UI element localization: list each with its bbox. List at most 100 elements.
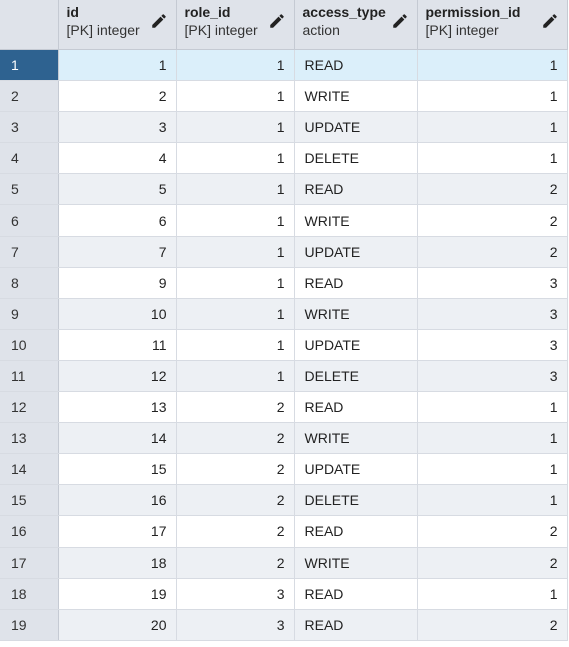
pencil-edit-icon[interactable] [150, 12, 168, 30]
table-row[interactable]: 13 14 2 WRITE 1 [0, 422, 568, 455]
cell-id[interactable]: 11 [58, 329, 177, 361]
cell-permission-id[interactable]: 1 [417, 111, 568, 144]
pencil-edit-icon[interactable] [268, 12, 286, 30]
cell-access-type[interactable]: WRITE [294, 204, 418, 237]
cell-permission-id[interactable]: 1 [417, 80, 568, 113]
row-number[interactable]: 1 [0, 49, 59, 82]
table-row[interactable]: 15 16 2 DELETE 1 [0, 484, 568, 517]
cell-access-type[interactable]: DELETE [294, 142, 418, 175]
cell-role-id[interactable]: 1 [176, 111, 295, 144]
cell-role-id[interactable]: 2 [176, 391, 295, 424]
row-number[interactable]: 3 [0, 111, 59, 144]
cell-role-id[interactable]: 1 [176, 173, 295, 206]
cell-permission-id[interactable]: 2 [417, 515, 568, 548]
row-number[interactable]: 17 [0, 547, 59, 579]
cell-permission-id[interactable]: 3 [417, 360, 568, 393]
cell-permission-id[interactable]: 1 [417, 391, 568, 424]
cell-permission-id[interactable]: 2 [417, 609, 568, 642]
cell-access-type[interactable]: READ [294, 515, 418, 548]
cell-id[interactable]: 9 [58, 267, 177, 299]
table-row[interactable]: 12 13 2 READ 1 [0, 391, 568, 424]
cell-role-id[interactable]: 1 [176, 298, 295, 330]
cell-access-type[interactable]: UPDATE [294, 453, 418, 486]
table-row[interactable]: 17 18 2 WRITE 2 [0, 547, 568, 579]
row-number[interactable]: 6 [0, 204, 59, 237]
cell-access-type[interactable]: WRITE [294, 80, 418, 113]
cell-id[interactable]: 7 [58, 236, 177, 268]
table-row[interactable]: 5 5 1 READ 2 [0, 173, 568, 206]
row-number[interactable]: 18 [0, 578, 59, 610]
cell-id[interactable]: 5 [58, 173, 177, 206]
table-row[interactable]: 14 15 2 UPDATE 1 [0, 453, 568, 486]
cell-permission-id[interactable]: 1 [417, 142, 568, 175]
table-row[interactable]: 6 6 1 WRITE 2 [0, 204, 568, 237]
row-number[interactable]: 15 [0, 484, 59, 517]
table-row[interactable]: 3 3 1 UPDATE 1 [0, 111, 568, 144]
cell-permission-id[interactable]: 2 [417, 547, 568, 579]
cell-role-id[interactable]: 1 [176, 329, 295, 361]
row-number[interactable]: 14 [0, 453, 59, 486]
cell-role-id[interactable]: 1 [176, 204, 295, 237]
cell-permission-id[interactable]: 1 [417, 578, 568, 610]
cell-permission-id[interactable]: 3 [417, 329, 568, 361]
cell-id[interactable]: 16 [58, 484, 177, 517]
cell-access-type[interactable]: READ [294, 578, 418, 610]
cell-role-id[interactable]: 2 [176, 547, 295, 579]
select-all-corner[interactable] [0, 0, 59, 50]
table-row[interactable]: 7 7 1 UPDATE 2 [0, 236, 568, 268]
cell-role-id[interactable]: 2 [176, 453, 295, 486]
cell-permission-id[interactable]: 1 [417, 484, 568, 517]
cell-access-type[interactable]: UPDATE [294, 236, 418, 268]
cell-role-id[interactable]: 1 [176, 236, 295, 268]
cell-id[interactable]: 12 [58, 360, 177, 393]
table-row[interactable]: 4 4 1 DELETE 1 [0, 142, 568, 175]
row-number[interactable]: 2 [0, 80, 59, 113]
cell-role-id[interactable]: 1 [176, 142, 295, 175]
cell-permission-id[interactable]: 2 [417, 204, 568, 237]
cell-id[interactable]: 6 [58, 204, 177, 237]
cell-id[interactable]: 17 [58, 515, 177, 548]
cell-permission-id[interactable]: 1 [417, 49, 568, 82]
cell-permission-id[interactable]: 1 [417, 453, 568, 486]
cell-permission-id[interactable]: 2 [417, 236, 568, 268]
cell-role-id[interactable]: 1 [176, 267, 295, 299]
cell-permission-id[interactable]: 3 [417, 298, 568, 330]
cell-id[interactable]: 10 [58, 298, 177, 330]
cell-role-id[interactable]: 3 [176, 578, 295, 610]
column-header-id[interactable]: id [PK] integer [58, 0, 177, 50]
cell-id[interactable]: 20 [58, 609, 177, 642]
cell-role-id[interactable]: 2 [176, 515, 295, 548]
row-number[interactable]: 9 [0, 298, 59, 330]
cell-access-type[interactable]: READ [294, 391, 418, 424]
row-number[interactable]: 16 [0, 515, 59, 548]
cell-access-type[interactable]: UPDATE [294, 329, 418, 361]
table-row[interactable]: 1 1 1 READ 1 [0, 49, 568, 82]
pencil-edit-icon[interactable] [541, 12, 559, 30]
cell-access-type[interactable]: DELETE [294, 484, 418, 517]
cell-id[interactable]: 14 [58, 422, 177, 455]
row-number[interactable]: 7 [0, 236, 59, 268]
cell-access-type[interactable]: WRITE [294, 298, 418, 330]
cell-role-id[interactable]: 1 [176, 80, 295, 113]
column-header-role-id[interactable]: role_id [PK] integer [176, 0, 295, 50]
table-row[interactable]: 16 17 2 READ 2 [0, 515, 568, 548]
cell-role-id[interactable]: 1 [176, 360, 295, 393]
cell-access-type[interactable]: READ [294, 173, 418, 206]
cell-permission-id[interactable]: 1 [417, 422, 568, 455]
row-number[interactable]: 10 [0, 329, 59, 361]
cell-access-type[interactable]: DELETE [294, 360, 418, 393]
cell-access-type[interactable]: WRITE [294, 422, 418, 455]
cell-id[interactable]: 19 [58, 578, 177, 610]
table-row[interactable]: 11 12 1 DELETE 3 [0, 360, 568, 393]
cell-access-type[interactable]: READ [294, 609, 418, 642]
row-number[interactable]: 19 [0, 609, 59, 642]
cell-access-type[interactable]: WRITE [294, 547, 418, 579]
row-number[interactable]: 8 [0, 267, 59, 299]
column-header-access-type[interactable]: access_type action [294, 0, 418, 50]
cell-role-id[interactable]: 1 [176, 49, 295, 82]
cell-id[interactable]: 4 [58, 142, 177, 175]
table-row[interactable]: 19 20 3 READ 2 [0, 609, 568, 642]
cell-id[interactable]: 1 [58, 49, 177, 82]
cell-permission-id[interactable]: 3 [417, 267, 568, 299]
table-row[interactable]: 8 9 1 READ 3 [0, 267, 568, 299]
